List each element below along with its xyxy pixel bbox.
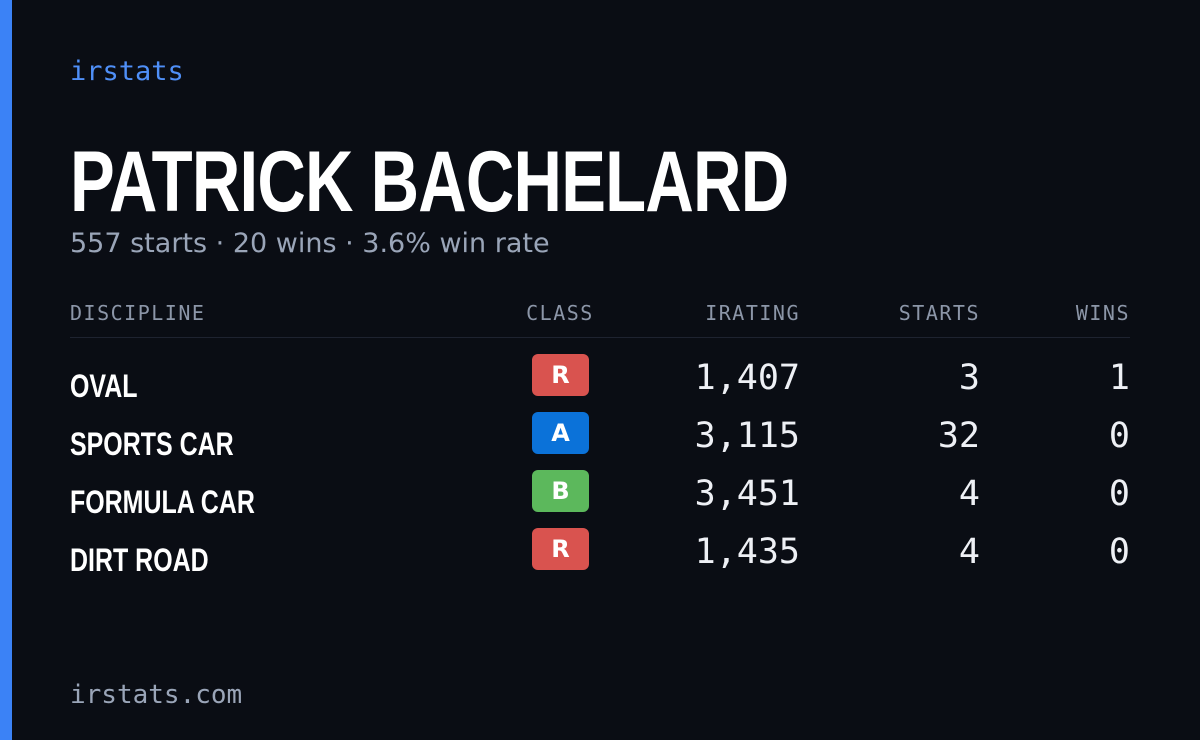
- column-header: DISCIPLINE: [70, 301, 206, 325]
- class-badge: B: [532, 470, 589, 512]
- irating-value: 3,451: [694, 474, 800, 514]
- header-rule: [70, 337, 1130, 338]
- wins-value: 0: [1108, 474, 1130, 514]
- wins-value: 1: [1108, 358, 1130, 398]
- discipline: DIRT ROAD: [70, 542, 209, 578]
- driver-name: PATRICK BACHELARD: [70, 134, 789, 230]
- irating-value: 3,115: [694, 416, 800, 456]
- accent-bar: [0, 0, 12, 740]
- column-header: WINS: [1075, 301, 1130, 325]
- wins-value: 0: [1108, 532, 1130, 572]
- summary: 557 starts · 20 wins · 3.6% win rate: [70, 228, 550, 259]
- starts-value: 4: [958, 532, 980, 572]
- discipline: OVAL: [70, 368, 138, 404]
- discipline: SPORTS CAR: [70, 426, 234, 462]
- wins-value: 0: [1108, 416, 1130, 456]
- column-header: CLASS: [526, 301, 594, 325]
- starts-value: 32: [937, 416, 980, 456]
- irating-value: 1,407: [694, 358, 800, 398]
- footer: irstats.com: [70, 680, 243, 710]
- starts-value: 3: [958, 358, 980, 398]
- class-badge: R: [532, 528, 589, 570]
- discipline: FORMULA CAR: [70, 484, 255, 520]
- irating-value: 1,435: [694, 532, 800, 572]
- starts-value: 4: [958, 474, 980, 514]
- class-badge: R: [532, 354, 589, 396]
- class-badge: A: [532, 412, 589, 454]
- brand: irstats: [70, 56, 184, 87]
- column-header: IRATING: [705, 301, 800, 325]
- column-header: STARTS: [898, 301, 980, 325]
